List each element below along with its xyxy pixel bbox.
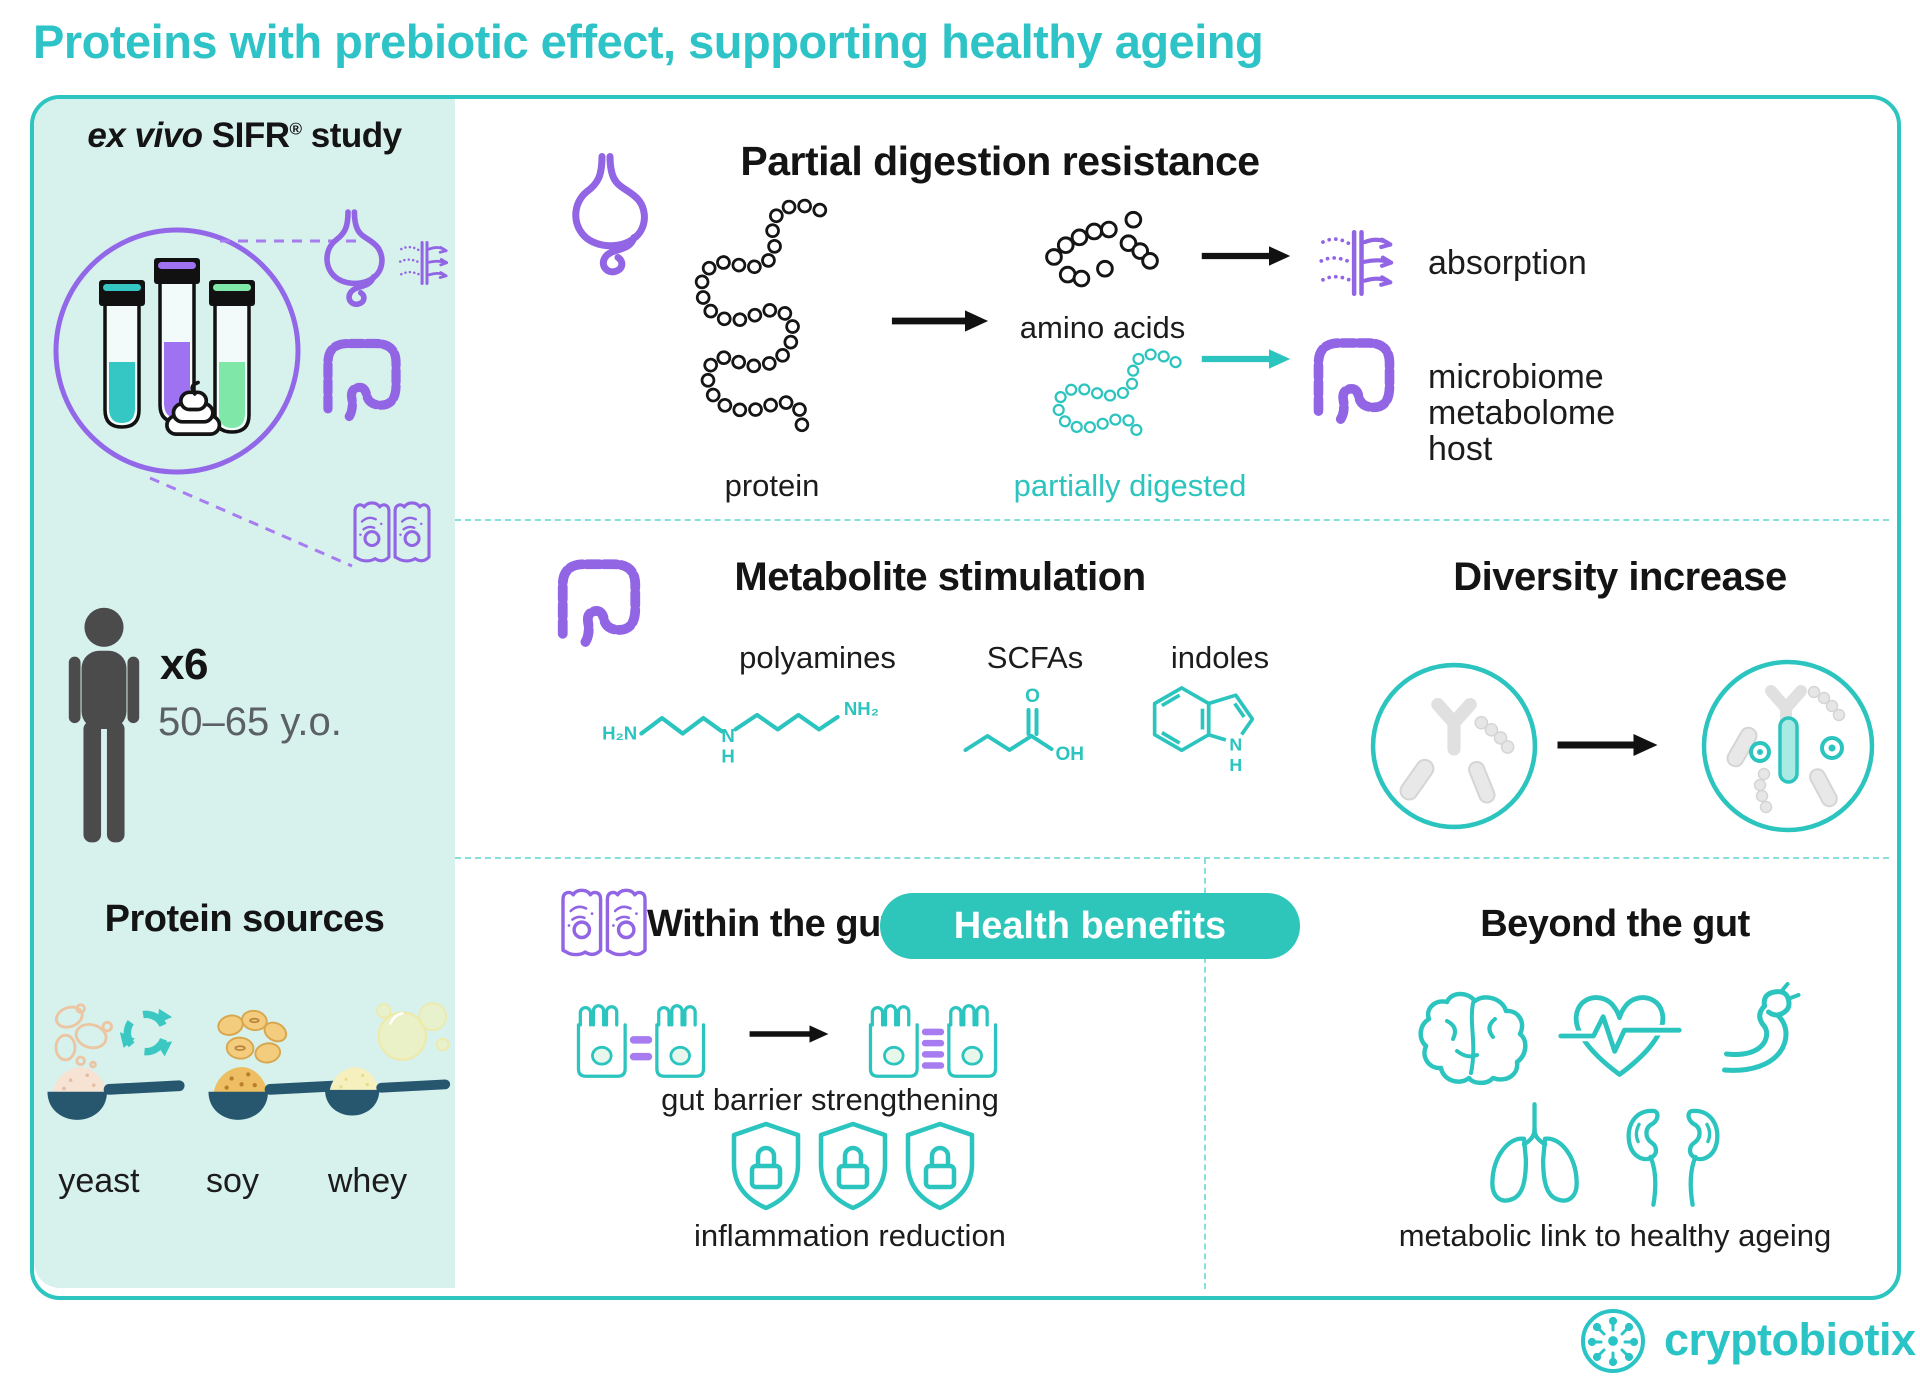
arrow-diversity [1555, 732, 1660, 758]
divider-vertical [1204, 858, 1206, 1289]
protein-chain-icon [694, 198, 828, 434]
milk-bubbles-icon [376, 1002, 450, 1061]
registered-mark: ® [289, 119, 303, 139]
diversity-title: Diversity increase [1453, 555, 1787, 599]
partially-digested-label: partially digested [1013, 468, 1247, 503]
amino-acids-icon [1045, 210, 1159, 288]
protein-sources-title: Protein sources [104, 898, 385, 940]
intestine-icon-metabolite [550, 545, 648, 657]
scfas-label: SCFAs [986, 640, 1084, 675]
inflammation-label: inflammation reduction [694, 1218, 1006, 1253]
inflammation-shields-icon [728, 1120, 978, 1215]
absorption-icon [1318, 222, 1396, 304]
kidneys-icon [1626, 1108, 1720, 1207]
absorption-membrane-icon [398, 240, 449, 286]
yeast-spoon-icon [47, 1066, 185, 1120]
scfa-structure: O OH [963, 686, 1085, 765]
arrow-digestion [890, 308, 990, 334]
source-label-yeast: yeast [58, 1162, 140, 1200]
health-benefits-pill: Health benefits [880, 893, 1300, 959]
brand-logo-icon [1581, 1309, 1645, 1373]
polyamines-label: polyamines [739, 640, 896, 675]
indoles-label: indoles [1170, 640, 1270, 675]
donor-count: x6 [160, 640, 208, 689]
partially-digested-chain-icon [1052, 348, 1182, 443]
source-label-soy: soy [206, 1162, 259, 1200]
soybeans-icon [217, 1009, 288, 1064]
within-gut-title: Within the gut [647, 903, 893, 945]
arrow-to-absorption [1200, 243, 1292, 269]
nh2-label: NH₂ [844, 698, 879, 719]
study-title-study: study [310, 116, 402, 155]
beyond-gut-title: Beyond the gut [1480, 903, 1750, 945]
gut-barrier-label: gut barrier strengthening [661, 1082, 999, 1117]
study-title-sifr: SIFR [211, 116, 290, 155]
metabolic-link-label: metabolic link to healthy ageing [1398, 1218, 1832, 1253]
muscle-arm-icon [1722, 982, 1801, 1073]
host-label: host [1428, 430, 1493, 468]
health-benefits-label: Health benefits [953, 904, 1227, 947]
page-title: Proteins with prebiotic effect, supporti… [33, 15, 1264, 68]
yeast-cells-icon [54, 1003, 113, 1069]
intestine-icon [316, 326, 408, 430]
metabolite-title: Metabolite stimulation [734, 555, 1146, 599]
source-label-whey: whey [327, 1162, 408, 1200]
polyamine-structure: H₂N N H NH₂ [602, 698, 879, 767]
indole-n-label: N [1229, 734, 1242, 754]
protein-label: protein [724, 468, 820, 503]
gut-epithelium-icon-benefits [560, 876, 648, 958]
heart-health-icon [1555, 995, 1685, 1077]
lungs-icon [1490, 1102, 1579, 1203]
intestine-icon-large [1306, 324, 1402, 434]
microbiome-before-icon [1370, 662, 1538, 830]
person-icon [68, 607, 140, 843]
microbiome-after-icon [1701, 659, 1875, 833]
arrow-to-microbiome [1200, 346, 1292, 372]
stomach-icon-large [572, 150, 657, 288]
indole-structure: N H [1152, 686, 1255, 775]
oh-label: OH [1056, 744, 1085, 765]
stomach-icon [318, 208, 398, 316]
o-label: O [1025, 686, 1040, 707]
gut-barrier-weak-icon [576, 1004, 706, 1078]
microbiome-label: microbiome [1428, 358, 1604, 396]
test-tubes-circle-icon [53, 227, 301, 475]
recycle-icon [119, 1008, 173, 1057]
metabolome-label: metabolome [1428, 394, 1616, 432]
whey-spoon-icon [325, 1067, 451, 1116]
study-title-exvivo: ex vivo [87, 116, 203, 155]
divider-horizontal-2 [455, 857, 1889, 859]
brand-name: cryptobiotix [1664, 1314, 1916, 1365]
study-title: ex vivo SIFR® study [34, 116, 455, 156]
indole-h-label: H [1229, 755, 1242, 775]
digestion-title: Partial digestion resistance [740, 138, 1260, 184]
n-label: N [721, 725, 734, 746]
stool-icon [165, 380, 222, 436]
gut-epithelium-icon [352, 490, 432, 564]
amino-acids-label: amino acids [1019, 310, 1186, 345]
h-label: H [721, 745, 734, 766]
gut-barrier-strong-icon [868, 1004, 998, 1078]
absorption-label: absorption [1428, 244, 1587, 282]
arrow-barrier [748, 1022, 830, 1046]
h2n-label: H₂N [602, 723, 637, 744]
donor-age: 50–65 y.o. [158, 700, 342, 744]
divider-horizontal-1 [455, 519, 1889, 521]
brain-icon [1418, 991, 1528, 1086]
